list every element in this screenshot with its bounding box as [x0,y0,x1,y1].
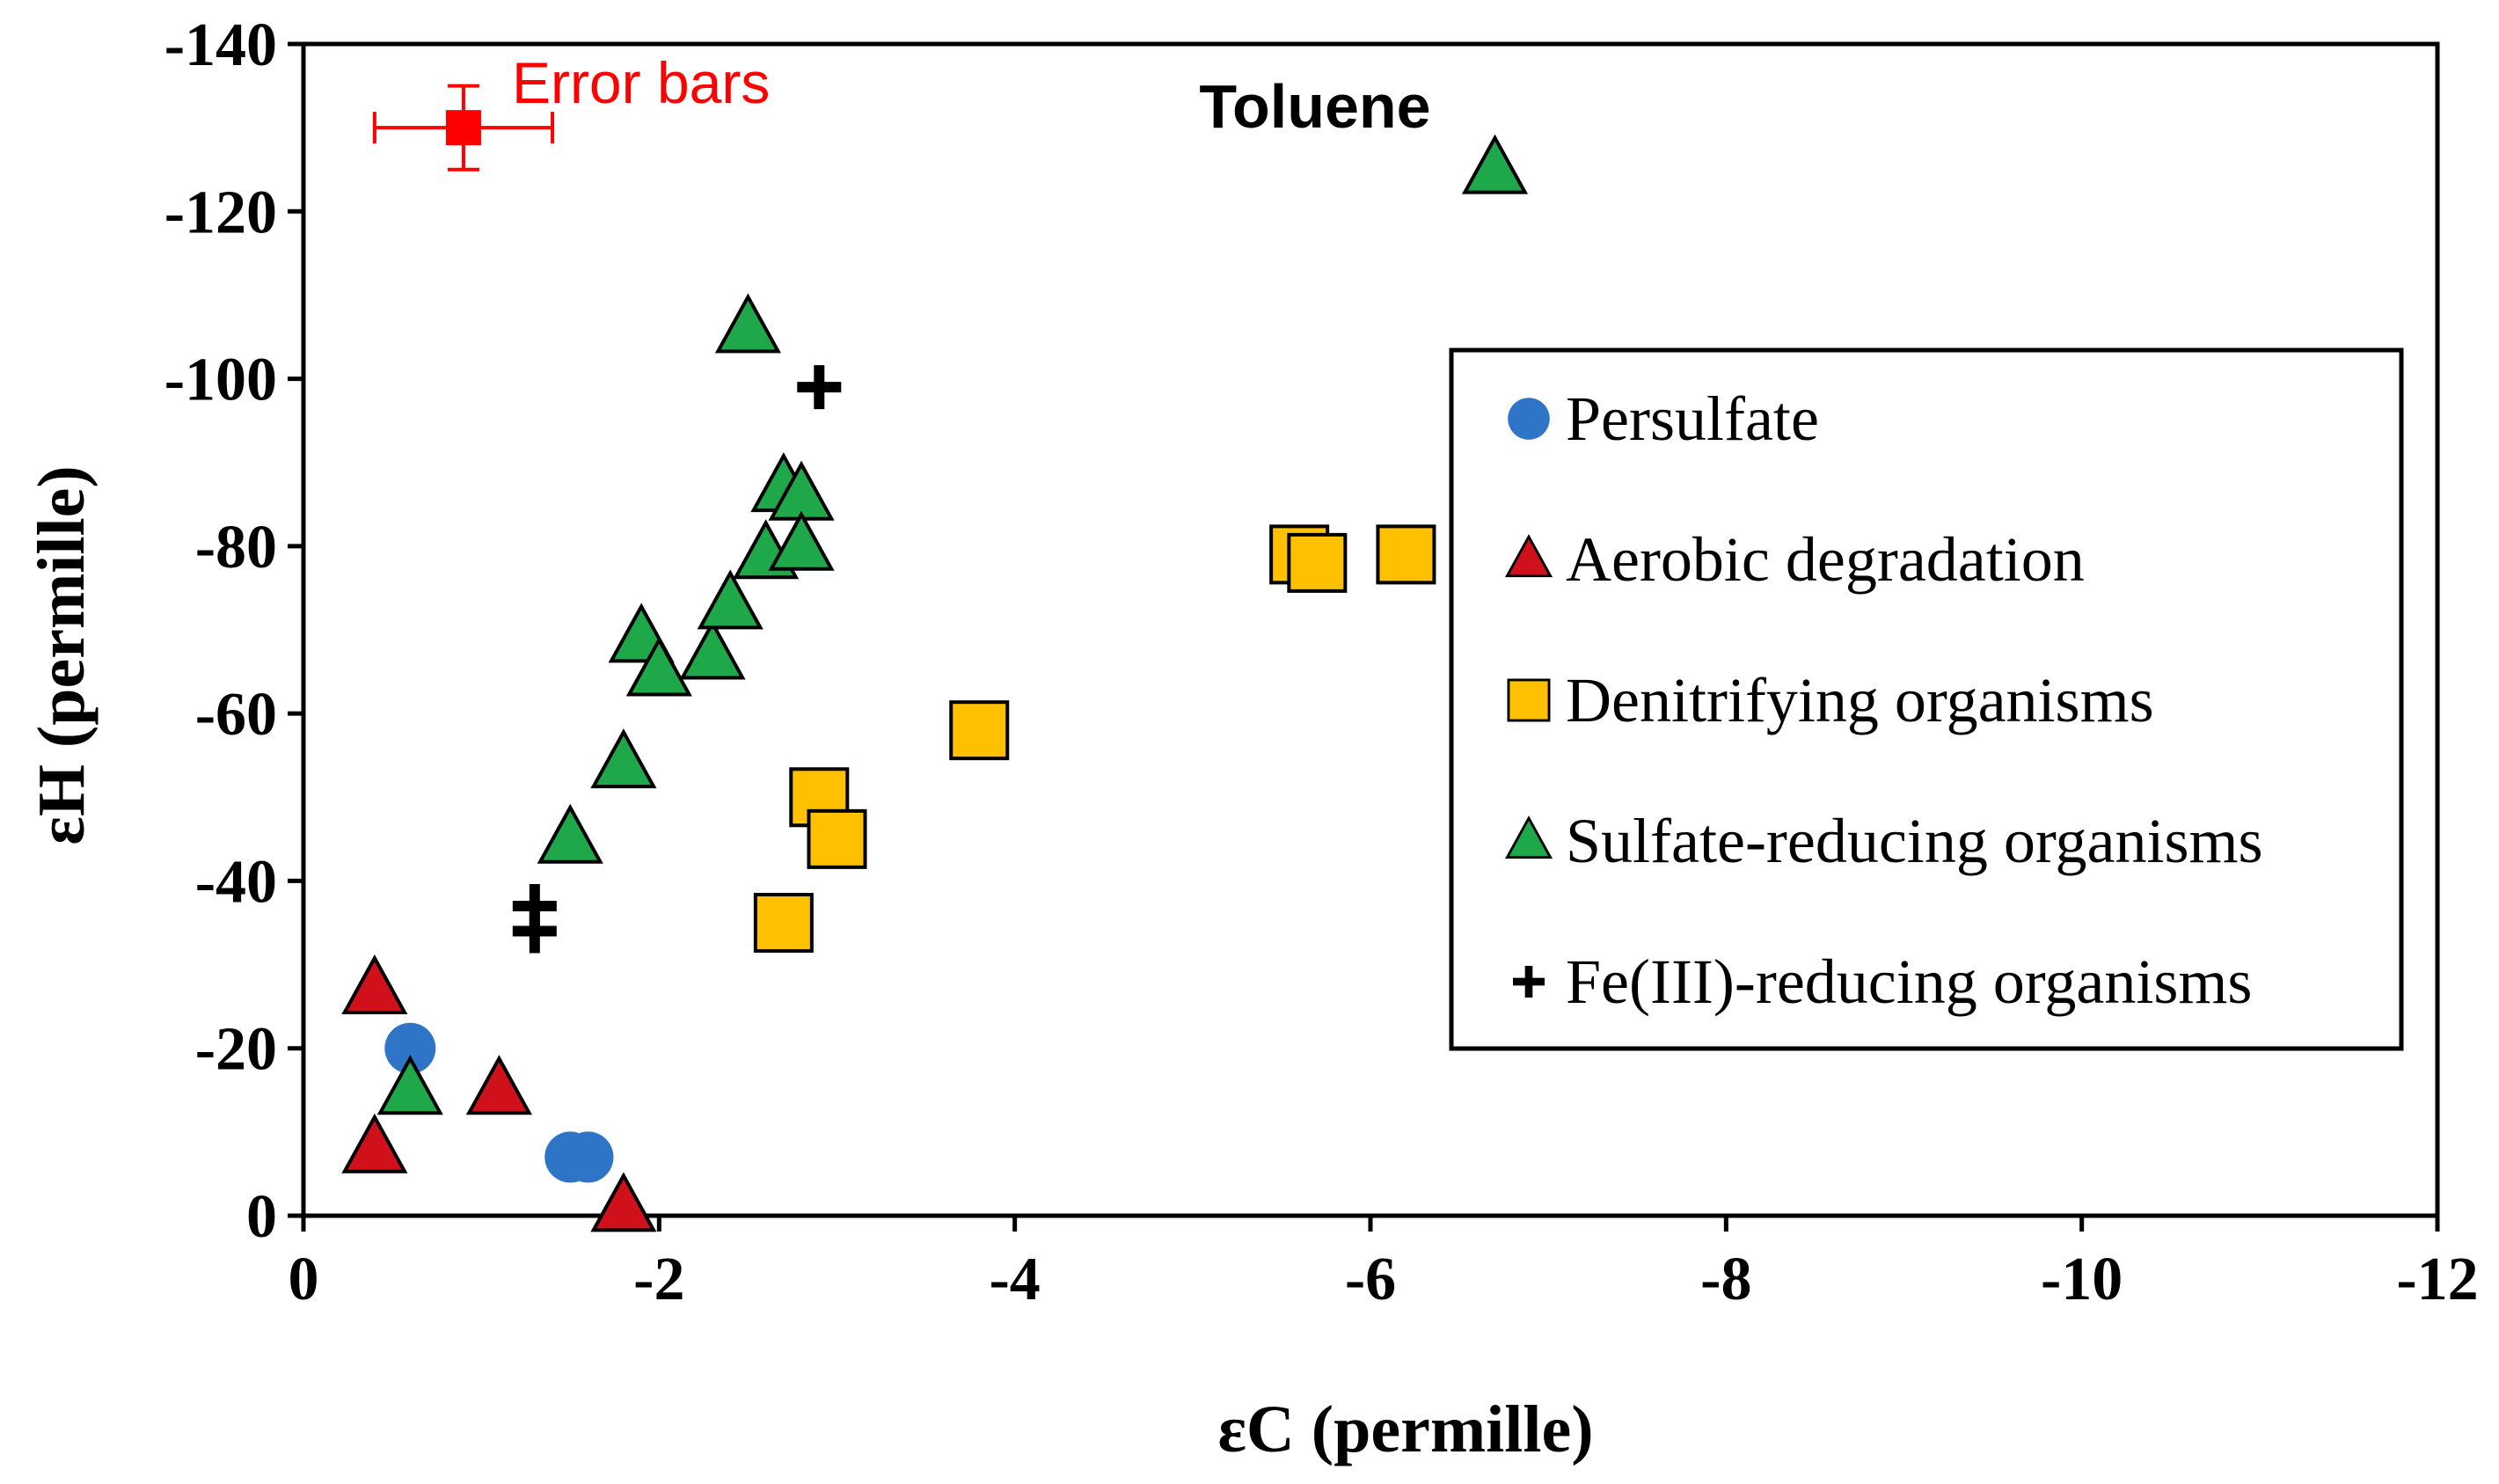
x-tick-label: -2 [633,1246,684,1313]
legend-item: Persulfate [1508,384,1819,454]
series-sulfate-reducing-organisms [376,134,1529,1115]
series-fe-iii-reducing-organisms [512,365,842,954]
y-tick-label: -40 [195,848,277,916]
data-point [714,293,782,354]
data-point [590,1172,657,1232]
axis-ticks: 0 -2 -4 -6 -8 -10 -120-20-40-60-80-100-120-140 [164,11,2479,1313]
data-point [697,569,764,630]
legend-label: Denitrifying organisms [1566,665,2154,735]
data-point [384,1022,436,1074]
x-tick-label: -8 [1700,1246,1751,1313]
y-tick-label: -120 [164,179,277,246]
data-point [1461,134,1529,194]
data-point [341,1113,408,1173]
data-point [512,909,557,954]
y-axis-title: εH (permille) [25,465,99,844]
legend-label: Aerobic degradation [1566,524,2085,595]
error-bar-label: Error bars [512,50,770,115]
legend-box [1449,347,2404,1051]
x-tick-label: -4 [990,1246,1041,1313]
data-point [625,636,692,697]
data-points [341,134,1529,1232]
data-point [753,893,814,953]
legend-label: Fe(III)-reducing organisms [1566,947,2252,1017]
legend: Persulfate Aerobic degradation Denitrifyin… [1449,347,2404,1051]
x-tick-label: 0 [289,1246,319,1313]
legend-marker [1513,966,1545,998]
legend-marker [1508,398,1550,440]
legend-marker [1504,815,1553,859]
x-tick-label: -12 [2396,1246,2478,1313]
data-point [797,365,842,410]
series-denitrifying-organisms [753,524,1436,953]
x-tick-label: -10 [2041,1246,2123,1313]
data-point [1376,524,1436,585]
data-point [512,883,557,928]
x-tick-label: -6 [1345,1246,1396,1313]
y-tick-label: 0 [246,1183,277,1251]
data-point [537,803,603,864]
y-tick-label: -60 [195,681,277,749]
y-tick-label: -140 [164,11,277,79]
data-point [590,728,657,789]
legend-marker [1507,678,1551,722]
legend-item: Fe(III)-reducing organisms [1513,947,2252,1017]
y-tick-label: -100 [164,347,277,414]
data-point [376,1055,443,1115]
data-point [562,1131,614,1183]
data-point [465,1055,532,1115]
data-point [1287,532,1348,593]
legend-item: Aerobic degradation [1504,524,2085,595]
legend-item: Denitrifying organisms [1507,665,2154,735]
legend-label: Persulfate [1566,384,1819,454]
series-persulfate [384,1022,614,1183]
error-bar-example: Error bars [372,50,770,172]
data-point [949,700,1010,761]
y-tick-label: -20 [195,1016,277,1084]
legend-label: Sulfate-reducing organisms [1566,806,2263,876]
legend-marker [1504,534,1553,578]
x-axis-title: εC (permille) [1217,1393,1593,1466]
chart-title: Toluene [1199,72,1430,141]
y-tick-label: -80 [195,514,277,581]
data-point [679,619,746,680]
error-bar-marker [445,110,481,146]
legend-item: Sulfate-reducing organisms [1504,806,2263,876]
data-point [341,954,408,1015]
series-aerobic-degradation [341,954,657,1232]
data-point [807,808,867,869]
data-point [768,510,835,571]
